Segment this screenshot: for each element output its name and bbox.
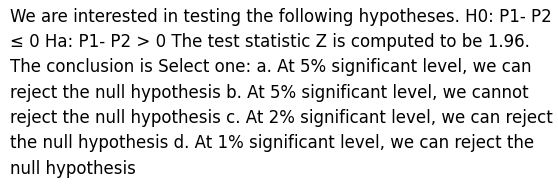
Text: We are interested in testing the following hypotheses. H0: P1- P2: We are interested in testing the followi… [10,8,552,26]
Text: the null hypothesis d. At 1% significant level, we can reject the: the null hypothesis d. At 1% significant… [10,134,534,152]
Text: null hypothesis: null hypothesis [10,160,136,178]
Text: ≤ 0 Ha: P1- P2 > 0 The test statistic Z is computed to be 1.96.: ≤ 0 Ha: P1- P2 > 0 The test statistic Z … [10,33,530,51]
Text: reject the null hypothesis c. At 2% significant level, we can reject: reject the null hypothesis c. At 2% sign… [10,109,553,127]
Text: reject the null hypothesis b. At 5% significant level, we cannot: reject the null hypothesis b. At 5% sign… [10,84,528,102]
Text: The conclusion is Select one: a. At 5% significant level, we can: The conclusion is Select one: a. At 5% s… [10,58,532,76]
